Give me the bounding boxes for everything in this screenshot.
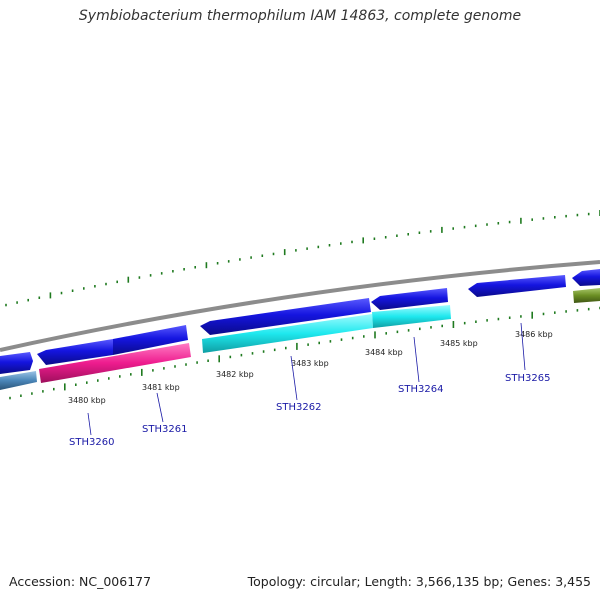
- kbp-label: 3484 kbp: [365, 348, 403, 357]
- leader-line: [156, 392, 164, 423]
- gene-arrow: [37, 339, 113, 365]
- kbp-label: 3482 kbp: [216, 370, 254, 379]
- outer-tick-ring: [5, 210, 600, 307]
- gene-arrow: [113, 325, 188, 355]
- inner-tick-ring: [9, 306, 600, 400]
- genome-summary-text: Topology: circular; Length: 3,566,135 bp…: [247, 574, 591, 589]
- leader-line: [290, 355, 298, 401]
- kbp-label: 3481 kbp: [142, 383, 180, 392]
- leader-line: [520, 322, 526, 371]
- accession-text: Accession: NC_006177: [9, 574, 152, 589]
- gene-block: [573, 288, 600, 303]
- genome-backbone: [0, 260, 600, 352]
- gene-label-sth3260[interactable]: STH3260: [69, 437, 114, 448]
- gene-label-sth3265[interactable]: STH3265: [505, 373, 550, 384]
- gene-arrow: [371, 288, 448, 310]
- gene-block: [372, 305, 451, 328]
- gene-arrow: [0, 352, 33, 374]
- gene-label-sth3261[interactable]: STH3261: [142, 424, 187, 435]
- gene-block: [39, 343, 191, 383]
- leader-line: [87, 412, 92, 436]
- kbp-label: 3485 kbp: [440, 339, 478, 348]
- gene-label-sth3262[interactable]: STH3262: [276, 402, 321, 413]
- map-title: Symbiobacterium thermophilum IAM 14863, …: [78, 8, 522, 24]
- gene-label-sth3264[interactable]: STH3264: [398, 384, 443, 395]
- kbp-label: 3486 kbp: [515, 330, 553, 339]
- kbp-label: 3483 kbp: [291, 359, 329, 368]
- gene-block: [202, 314, 373, 353]
- gene-block: [0, 371, 37, 390]
- leader-line: [413, 336, 420, 383]
- gene-arrow: [572, 269, 600, 286]
- gene-arrow: [200, 298, 371, 335]
- label-leaders: [87, 322, 526, 436]
- gene-arrow: [468, 275, 566, 297]
- kbp-label: 3480 kbp: [68, 396, 106, 405]
